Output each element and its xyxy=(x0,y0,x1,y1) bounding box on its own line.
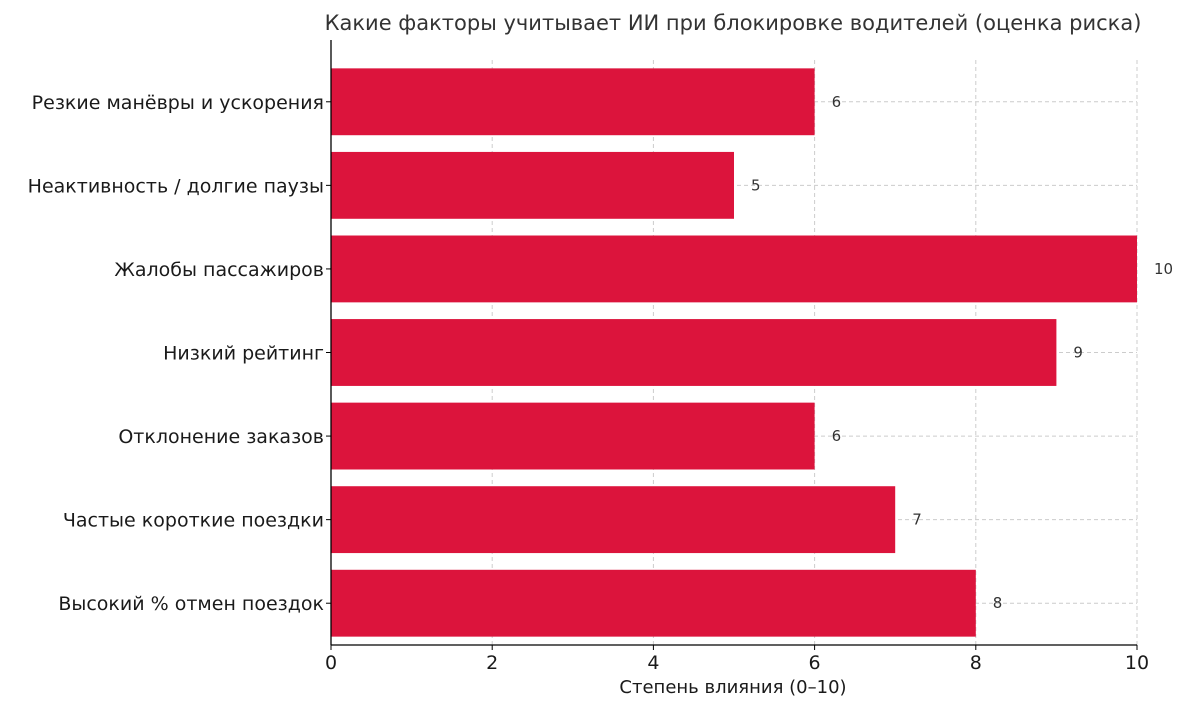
chart-title: Какие факторы учитывает ИИ при блокировк… xyxy=(325,11,1142,35)
x-tick-label: 6 xyxy=(809,652,821,674)
bar xyxy=(331,235,1137,303)
bars xyxy=(331,68,1137,637)
x-axis-title: Степень влияния (0–10) xyxy=(619,677,846,698)
data-label: 8 xyxy=(993,594,1003,612)
x-tick-label: 0 xyxy=(325,652,337,674)
category-label: Резкие манёвры и ускорения xyxy=(32,92,324,114)
bar xyxy=(331,569,976,637)
x-tick-label: 4 xyxy=(647,652,659,674)
category-label: Частые короткие поездки xyxy=(63,510,324,532)
category-label: Жалобы пассажиров xyxy=(114,259,324,281)
category-label: Низкий рейтинг xyxy=(163,343,324,365)
category-labels: Резкие манёвры и ускорения Неактивность /… xyxy=(28,92,324,615)
data-label: 6 xyxy=(832,93,842,111)
data-label: 9 xyxy=(1073,344,1083,362)
data-label: 10 xyxy=(1154,260,1173,278)
data-label: 6 xyxy=(832,427,842,445)
bar xyxy=(331,486,896,554)
bar xyxy=(331,68,815,136)
x-tick-label: 2 xyxy=(486,652,498,674)
data-label: 5 xyxy=(751,176,761,194)
category-label: Отклонение заказов xyxy=(118,426,324,448)
data-label: 7 xyxy=(912,511,922,529)
x-tick-label: 10 xyxy=(1125,652,1149,674)
bar xyxy=(331,151,734,219)
axes xyxy=(326,40,1137,646)
x-ticks: 0 2 4 6 8 10 xyxy=(325,645,1149,674)
category-label: Высокий % отмен поездок xyxy=(58,593,324,615)
bar xyxy=(331,319,1057,386)
category-label: Неактивность / долгие паузы xyxy=(28,175,324,197)
x-tick-label: 8 xyxy=(970,652,982,674)
data-labels: 6 5 10 9 6 7 8 xyxy=(751,93,1173,612)
bar xyxy=(331,402,815,470)
